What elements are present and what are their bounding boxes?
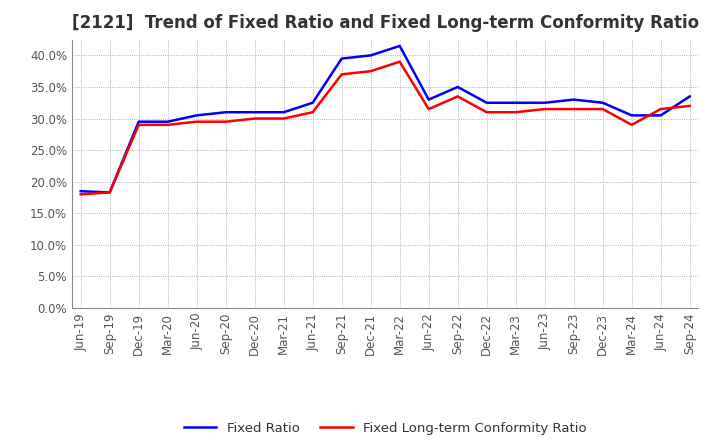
Fixed Long-term Conformity Ratio xyxy=(76,192,85,197)
Fixed Ratio xyxy=(598,100,607,106)
Fixed Ratio xyxy=(192,113,201,118)
Fixed Long-term Conformity Ratio xyxy=(482,110,491,115)
Fixed Ratio xyxy=(570,97,578,102)
Fixed Long-term Conformity Ratio xyxy=(511,110,520,115)
Fixed Ratio xyxy=(279,110,288,115)
Fixed Ratio xyxy=(338,56,346,61)
Fixed Long-term Conformity Ratio xyxy=(424,106,433,112)
Fixed Long-term Conformity Ratio xyxy=(395,59,404,64)
Fixed Ratio xyxy=(366,53,375,58)
Fixed Ratio xyxy=(541,100,549,106)
Fixed Long-term Conformity Ratio xyxy=(338,72,346,77)
Line: Fixed Long-term Conformity Ratio: Fixed Long-term Conformity Ratio xyxy=(81,62,690,194)
Fixed Long-term Conformity Ratio xyxy=(454,94,462,99)
Fixed Long-term Conformity Ratio xyxy=(192,119,201,125)
Fixed Ratio xyxy=(627,113,636,118)
Fixed Long-term Conformity Ratio xyxy=(105,190,114,195)
Fixed Ratio xyxy=(482,100,491,106)
Fixed Long-term Conformity Ratio xyxy=(570,106,578,112)
Fixed Long-term Conformity Ratio xyxy=(627,122,636,128)
Fixed Long-term Conformity Ratio xyxy=(685,103,694,109)
Line: Fixed Ratio: Fixed Ratio xyxy=(81,46,690,192)
Fixed Long-term Conformity Ratio xyxy=(221,119,230,125)
Fixed Ratio xyxy=(251,110,259,115)
Fixed Ratio xyxy=(105,190,114,195)
Fixed Long-term Conformity Ratio xyxy=(135,122,143,128)
Fixed Ratio xyxy=(395,43,404,48)
Fixed Ratio xyxy=(454,84,462,90)
Fixed Ratio xyxy=(221,110,230,115)
Fixed Long-term Conformity Ratio xyxy=(308,110,317,115)
Fixed Ratio xyxy=(685,94,694,99)
Fixed Long-term Conformity Ratio xyxy=(163,122,172,128)
Fixed Ratio xyxy=(308,100,317,106)
Fixed Ratio xyxy=(76,188,85,194)
Title: [2121]  Trend of Fixed Ratio and Fixed Long-term Conformity Ratio: [2121] Trend of Fixed Ratio and Fixed Lo… xyxy=(71,15,699,33)
Fixed Long-term Conformity Ratio xyxy=(657,106,665,112)
Fixed Long-term Conformity Ratio xyxy=(279,116,288,121)
Fixed Ratio xyxy=(657,113,665,118)
Fixed Ratio xyxy=(424,97,433,102)
Fixed Long-term Conformity Ratio xyxy=(541,106,549,112)
Fixed Ratio xyxy=(511,100,520,106)
Fixed Long-term Conformity Ratio xyxy=(251,116,259,121)
Fixed Ratio xyxy=(135,119,143,125)
Legend: Fixed Ratio, Fixed Long-term Conformity Ratio: Fixed Ratio, Fixed Long-term Conformity … xyxy=(179,417,592,440)
Fixed Long-term Conformity Ratio xyxy=(598,106,607,112)
Fixed Long-term Conformity Ratio xyxy=(366,69,375,74)
Fixed Ratio xyxy=(163,119,172,125)
